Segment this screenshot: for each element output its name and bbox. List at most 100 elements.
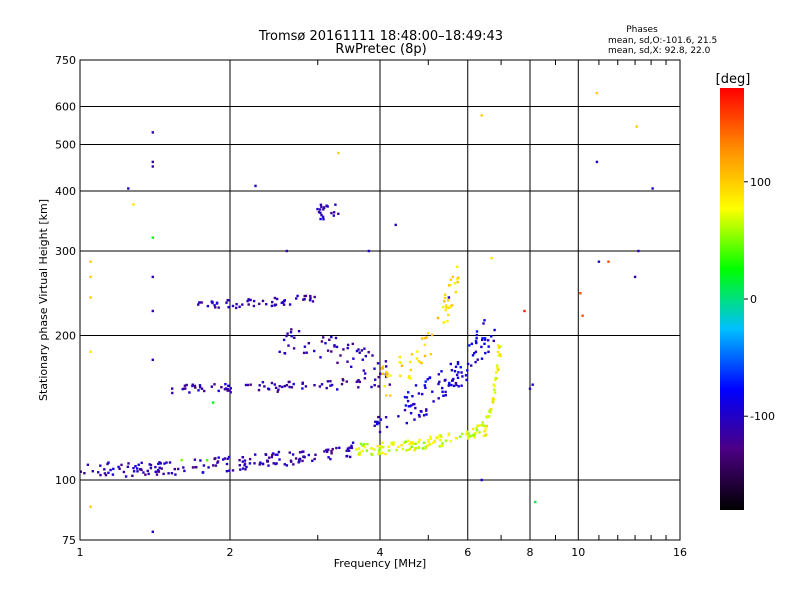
data-point bbox=[464, 374, 468, 377]
data-point bbox=[489, 410, 492, 414]
data-point bbox=[275, 462, 278, 465]
data-point bbox=[470, 342, 474, 345]
data-point bbox=[371, 354, 374, 357]
data-point bbox=[282, 338, 286, 342]
data-point bbox=[484, 338, 487, 341]
data-point bbox=[436, 316, 440, 320]
data-point bbox=[427, 439, 430, 442]
data-point bbox=[440, 370, 443, 373]
data-point bbox=[403, 395, 407, 399]
data-point bbox=[452, 384, 456, 388]
colorbar-tick-label: 0 bbox=[750, 293, 757, 306]
data-point bbox=[367, 249, 371, 253]
data-point bbox=[466, 362, 470, 366]
data-point bbox=[454, 436, 458, 440]
data-point bbox=[137, 463, 140, 466]
data-point bbox=[329, 380, 332, 383]
data-point bbox=[168, 461, 172, 464]
data-point bbox=[225, 301, 228, 304]
data-point bbox=[472, 433, 476, 436]
data-point bbox=[252, 304, 256, 308]
data-point bbox=[378, 449, 381, 453]
data-point bbox=[214, 464, 218, 467]
data-point bbox=[376, 362, 380, 365]
data-point bbox=[483, 337, 487, 340]
data-point bbox=[309, 297, 312, 300]
data-point bbox=[492, 339, 495, 343]
data-point bbox=[414, 406, 417, 410]
data-point bbox=[83, 472, 86, 475]
data-point bbox=[273, 296, 277, 300]
data-point bbox=[357, 348, 360, 351]
data-point bbox=[298, 451, 302, 454]
data-point bbox=[438, 434, 441, 437]
data-point bbox=[360, 349, 364, 352]
data-point bbox=[373, 448, 376, 451]
data-point bbox=[171, 391, 174, 395]
data-point bbox=[352, 357, 355, 360]
data-point bbox=[397, 415, 400, 418]
data-point bbox=[432, 400, 435, 403]
data-point bbox=[311, 459, 314, 462]
data-point bbox=[499, 345, 502, 348]
data-point bbox=[252, 299, 256, 303]
data-point bbox=[337, 212, 340, 215]
data-point bbox=[475, 330, 479, 333]
data-point bbox=[595, 91, 599, 95]
data-point bbox=[453, 370, 457, 373]
data-point bbox=[355, 349, 359, 353]
data-point bbox=[482, 434, 485, 438]
data-point bbox=[358, 351, 361, 354]
data-point bbox=[307, 342, 310, 345]
data-point bbox=[460, 371, 463, 374]
data-point bbox=[447, 296, 451, 299]
data-point bbox=[420, 361, 423, 365]
data-point bbox=[319, 211, 322, 215]
data-point bbox=[226, 387, 229, 391]
data-point bbox=[424, 386, 427, 389]
data-point bbox=[468, 344, 471, 347]
data-point bbox=[278, 385, 281, 388]
data-point bbox=[246, 299, 249, 303]
data-point bbox=[274, 303, 278, 306]
data-point bbox=[103, 472, 107, 475]
data-point bbox=[286, 332, 289, 335]
y-tick-label: 400 bbox=[55, 185, 76, 198]
data-point bbox=[375, 422, 379, 426]
data-point bbox=[278, 458, 281, 461]
data-point bbox=[109, 468, 112, 472]
data-point bbox=[328, 338, 331, 341]
data-point bbox=[487, 345, 490, 348]
y-tick-label: 100 bbox=[55, 474, 76, 487]
data-point bbox=[456, 276, 460, 280]
data-point bbox=[581, 314, 584, 317]
data-point bbox=[484, 433, 488, 436]
data-point bbox=[476, 358, 479, 361]
x-tick-label: 4 bbox=[377, 546, 384, 559]
data-point bbox=[238, 464, 241, 467]
data-point bbox=[481, 338, 484, 341]
data-point bbox=[495, 371, 498, 374]
data-point bbox=[213, 304, 216, 307]
data-point bbox=[267, 387, 270, 390]
data-point bbox=[429, 353, 432, 356]
data-point bbox=[287, 344, 290, 347]
data-point bbox=[388, 383, 391, 386]
data-point bbox=[404, 440, 407, 443]
data-point bbox=[384, 452, 387, 456]
data-point bbox=[635, 125, 638, 128]
data-point bbox=[120, 463, 123, 467]
data-point bbox=[243, 464, 246, 467]
data-point bbox=[481, 337, 484, 340]
data-point bbox=[363, 446, 366, 449]
data-point bbox=[288, 380, 291, 384]
y-tick-label: 750 bbox=[55, 54, 76, 67]
data-point bbox=[261, 381, 265, 384]
data-point bbox=[362, 369, 365, 372]
data-point bbox=[276, 390, 279, 393]
data-point bbox=[305, 351, 308, 354]
data-point bbox=[444, 390, 447, 394]
data-point bbox=[165, 461, 168, 464]
data-point bbox=[200, 301, 203, 304]
data-point bbox=[278, 350, 281, 353]
